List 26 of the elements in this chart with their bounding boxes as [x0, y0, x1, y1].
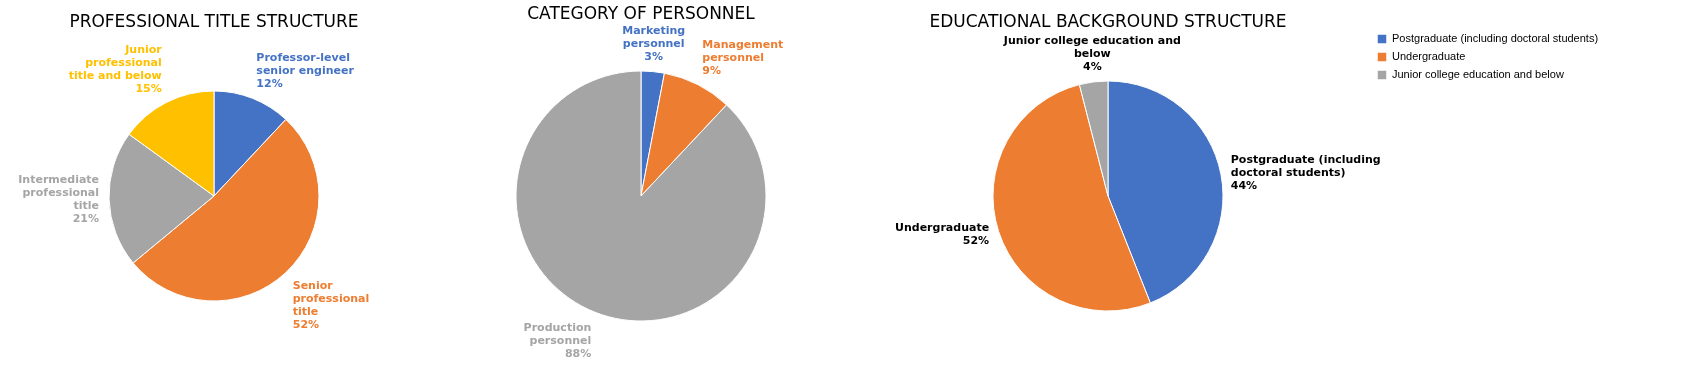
data-label: 9% [702, 63, 721, 77]
slice-label: Intermediate professional title [18, 173, 100, 213]
chart-title: PROFESSIONAL TITLE STRUCTURE [69, 11, 359, 31]
slice-label: Junior college education and below [1002, 33, 1181, 60]
data-label: 52% [292, 317, 320, 331]
slice-label: Marketing personnel [622, 23, 686, 50]
data-label: 21% [72, 212, 100, 226]
chart-title: EDUCATIONAL BACKGROUND STRUCTURE [929, 11, 1287, 31]
data-label: 4% [1082, 59, 1102, 73]
legend-label: Undergraduate [1392, 50, 1466, 62]
data-label: 44% [1230, 178, 1258, 192]
slice-label: Junior professional title and below [68, 42, 163, 82]
data-label: 3% [644, 49, 664, 63]
slice-label: Senior professional title [292, 278, 370, 318]
slice-label: Management personnel [702, 37, 784, 64]
data-label: 15% [135, 81, 162, 95]
legend-label: Postgraduate (including doctoral students) [1392, 32, 1599, 44]
slice-label: Production personnel [523, 320, 592, 347]
slice-label: Postgraduate (including doctoral students) [1230, 152, 1381, 179]
data-label: 88% [564, 346, 592, 360]
slice-label: Undergraduate [895, 221, 990, 235]
chart-title: CATEGORY OF PERSONNEL [527, 2, 756, 23]
legend-label: Junior college education and below [1392, 68, 1564, 80]
data-label: 52% [962, 234, 990, 248]
data-label: 12% [256, 77, 283, 91]
slice-label: Professor-level senior engineer [256, 51, 355, 78]
